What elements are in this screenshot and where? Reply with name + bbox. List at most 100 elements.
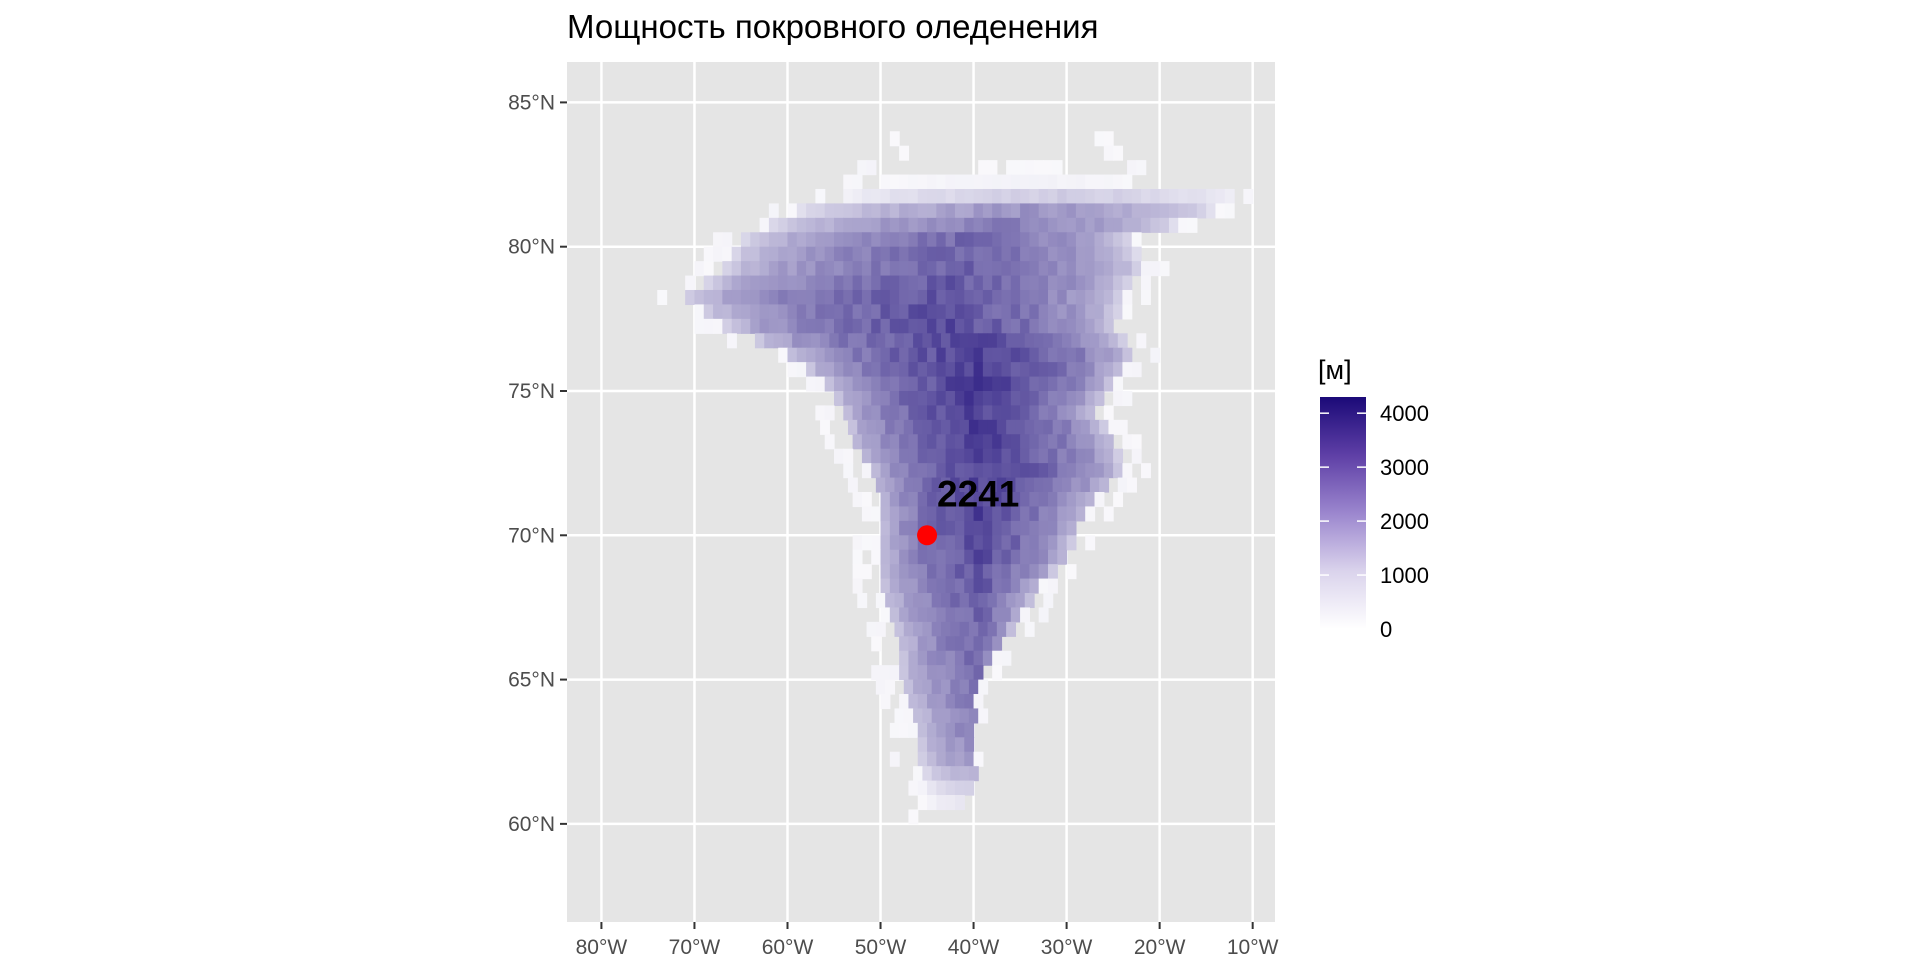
ice-cell	[899, 506, 910, 522]
ice-cell	[871, 261, 882, 277]
ice-cell	[871, 434, 882, 450]
ice-cell	[1043, 419, 1054, 435]
ice-cell	[1038, 520, 1049, 536]
ice-cell	[973, 174, 984, 190]
ice-cell	[787, 261, 798, 277]
ice-cell	[973, 448, 984, 464]
ice-cell	[1113, 188, 1124, 205]
ice-cell	[1001, 390, 1012, 407]
chart-title: Мощность покровного оледенения	[567, 8, 1098, 45]
ice-cell	[1047, 217, 1058, 233]
ice-cell	[843, 174, 854, 190]
ice-cell	[713, 304, 723, 320]
ice-cell	[945, 737, 956, 753]
ice-cell	[964, 188, 975, 205]
y-tick-label: 80°N	[508, 236, 555, 259]
ice-cell	[768, 232, 779, 248]
ice-cell	[1047, 390, 1058, 407]
ice-cell	[1224, 188, 1235, 205]
ice-cell	[1113, 246, 1124, 262]
ice-cell	[899, 405, 910, 421]
ice-cell	[852, 390, 863, 407]
ice-cell	[927, 434, 937, 450]
ice-cell	[806, 275, 817, 291]
ice-cell	[834, 289, 844, 306]
ice-cell	[936, 275, 947, 291]
ice-cell	[1010, 390, 1021, 407]
ice-cell	[815, 217, 826, 233]
ice-cell	[1010, 564, 1021, 580]
ice-cell	[899, 722, 910, 738]
annotation-layer: 2241	[917, 473, 1019, 546]
ice-cell	[861, 390, 872, 407]
ice-cell	[1057, 376, 1068, 392]
ice-cell	[1057, 304, 1068, 320]
ice-cell	[1122, 261, 1133, 277]
ice-cell	[908, 564, 919, 580]
ice-cell	[875, 333, 886, 349]
ice-cell	[861, 261, 872, 277]
ice-cell	[727, 333, 737, 349]
ice-cell	[954, 217, 965, 233]
ice-cell	[889, 232, 900, 248]
ice-cell	[857, 333, 868, 349]
ice-cell	[889, 506, 900, 522]
ice-cell	[852, 564, 863, 580]
ice-cell	[861, 246, 872, 262]
ice-cell	[927, 362, 937, 378]
ice-cell	[1066, 318, 1077, 334]
ice-cell	[1071, 419, 1082, 435]
ice-cell	[1047, 535, 1058, 551]
ice-cell	[973, 665, 984, 681]
ice-cell	[824, 203, 835, 219]
ice-cell	[968, 593, 979, 609]
ice-cell	[978, 160, 989, 176]
ice-cell	[903, 708, 914, 724]
ice-cell	[694, 261, 705, 277]
ice-cell	[973, 607, 984, 623]
ice-cell	[950, 593, 961, 609]
ice-cell	[1038, 203, 1049, 219]
ice-cell	[885, 593, 896, 609]
ice-cell	[992, 506, 1003, 522]
ice-cell	[1057, 318, 1068, 334]
ice-cell	[927, 737, 937, 753]
ice-cell	[778, 347, 789, 363]
ice-cell	[1075, 448, 1086, 464]
ice-cell	[954, 405, 965, 421]
ice-cell	[899, 289, 910, 306]
ice-cell	[861, 232, 872, 248]
ice-cell	[982, 347, 993, 363]
ice-cell	[992, 362, 1003, 378]
ice-cell	[954, 304, 965, 320]
ice-cell	[1057, 549, 1068, 565]
ice-cell	[1001, 434, 1012, 450]
ice-cell	[894, 621, 905, 637]
ice-cell	[908, 434, 919, 450]
ice-cell	[1071, 333, 1082, 349]
ice-cell	[1038, 289, 1049, 306]
ice-cell	[1047, 376, 1058, 392]
ice-cell	[843, 246, 854, 262]
ice-cell	[954, 347, 965, 363]
ice-cell	[992, 636, 1003, 652]
ice-cell	[1057, 261, 1068, 277]
ice-cell	[889, 564, 900, 580]
ice-cell	[922, 593, 933, 609]
ice-cell	[880, 665, 891, 681]
ice-cell	[1127, 160, 1137, 176]
ice-cell	[1075, 492, 1086, 508]
ice-cell	[945, 261, 956, 277]
ice-cell	[964, 520, 975, 536]
ice-cell	[1010, 362, 1021, 378]
ice-cell	[1085, 203, 1096, 219]
ice-cell	[871, 362, 882, 378]
ice-cell	[1038, 347, 1049, 363]
ice-cell	[931, 419, 942, 435]
ice-cell	[722, 289, 733, 306]
ice-cell	[1020, 390, 1030, 407]
ice-cell	[936, 203, 947, 219]
ice-cell	[1020, 520, 1030, 536]
ice-cell	[1038, 246, 1049, 262]
